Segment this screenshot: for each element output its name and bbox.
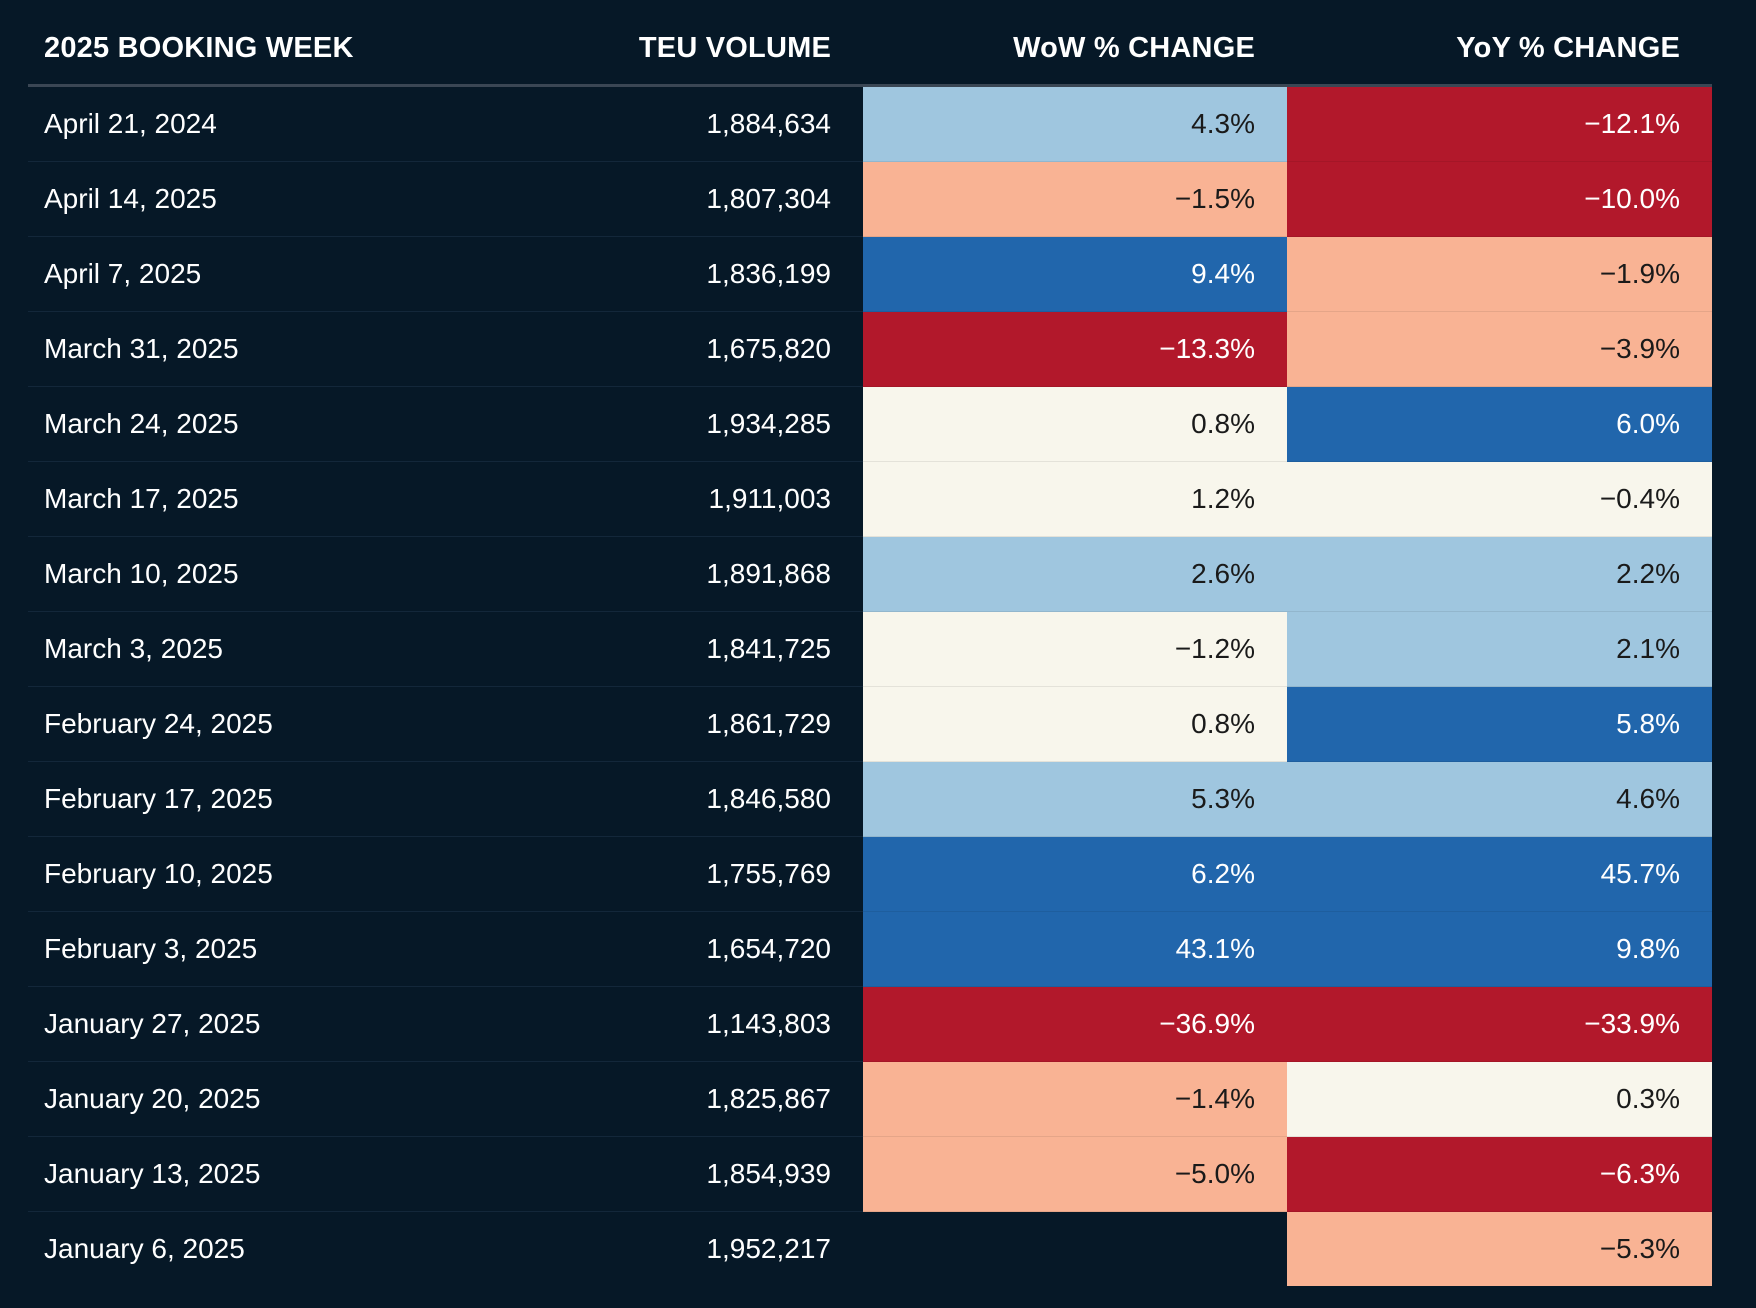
booking-week-cell: April 14, 2025 (28, 161, 518, 237)
table-row: April 7, 2025 1,836,199 9.4% −1.9% (28, 236, 1712, 312)
yoy-change-cell: −3.9% (1287, 311, 1712, 387)
table-row: February 10, 2025 1,755,769 6.2% 45.7% (28, 836, 1712, 912)
yoy-change-cell: −6.3% (1287, 1136, 1712, 1212)
booking-week-cell: February 3, 2025 (28, 911, 518, 987)
wow-change-cell: −36.9% (863, 986, 1287, 1062)
wow-change-cell: −5.0% (863, 1136, 1287, 1212)
booking-week-cell: March 31, 2025 (28, 311, 518, 387)
table-row: February 17, 2025 1,846,580 5.3% 4.6% (28, 761, 1712, 837)
teu-volume-cell: 1,143,803 (518, 986, 863, 1062)
yoy-change-cell: −5.3% (1287, 1211, 1712, 1286)
wow-change-cell: 2.6% (863, 536, 1287, 612)
teu-volume-cell: 1,675,820 (518, 311, 863, 387)
booking-week-cell: January 13, 2025 (28, 1136, 518, 1212)
table-row: January 13, 2025 1,854,939 −5.0% −6.3% (28, 1136, 1712, 1212)
yoy-change-cell: −1.9% (1287, 236, 1712, 312)
yoy-change-cell: −10.0% (1287, 161, 1712, 237)
header-teu-volume[interactable]: TEU VOLUME (518, 12, 863, 87)
table-container: 2025 BOOKING WEEK TEU VOLUME WoW % CHANG… (28, 0, 1712, 1308)
yoy-change-cell: −33.9% (1287, 986, 1712, 1062)
table-row: March 24, 2025 1,934,285 0.8% 6.0% (28, 386, 1712, 462)
yoy-change-cell: −0.4% (1287, 461, 1712, 537)
wow-change-cell: −1.2% (863, 611, 1287, 687)
table-row: April 21, 2024 1,884,634 4.3% −12.1% (28, 85, 1712, 162)
booking-week-cell: February 24, 2025 (28, 686, 518, 762)
yoy-change-cell: 2.1% (1287, 611, 1712, 687)
booking-week-cell: January 6, 2025 (44, 1233, 245, 1264)
booking-week-cell: March 17, 2025 (28, 461, 518, 537)
yoy-change-cell: 0.3% (1287, 1061, 1712, 1137)
teu-volume-cell: 1,891,868 (518, 536, 863, 612)
teu-volume-cell: 1,755,769 (518, 836, 863, 912)
wow-change-cell: 6.2% (863, 836, 1287, 912)
teu-volume-cell: 1,854,939 (518, 1136, 863, 1212)
teu-volume-cell: 1,846,580 (518, 761, 863, 837)
wow-change-cell: 43.1% (863, 911, 1287, 987)
table-row: March 3, 2025 1,841,725 −1.2% 2.1% (28, 611, 1712, 687)
wow-change-cell: −1.4% (863, 1061, 1287, 1137)
yoy-change-cell: −12.1% (1287, 85, 1712, 162)
booking-week-cell: April 7, 2025 (28, 236, 518, 312)
teu-volume-cell: 1,952,217 (706, 1233, 831, 1264)
header-booking-week[interactable]: 2025 BOOKING WEEK (28, 12, 518, 87)
teu-volume-cell: 1,825,867 (518, 1061, 863, 1137)
teu-volume-cell: 1,807,304 (518, 161, 863, 237)
table-row: February 24, 2025 1,861,729 0.8% 5.8% (28, 686, 1712, 762)
table-row: January 27, 2025 1,143,803 −36.9% −33.9% (28, 986, 1712, 1062)
wow-change-cell: −1.5% (863, 161, 1287, 237)
table-row: January 6, 2025 1,952,217 −5.3% (28, 1211, 1712, 1287)
wow-change-cell: 1.2% (863, 461, 1287, 537)
table-row: March 31, 2025 1,675,820 −13.3% −3.9% (28, 311, 1712, 387)
header-row: 2025 BOOKING WEEK TEU VOLUME WoW % CHANG… (28, 12, 1712, 87)
wow-change-cell: 9.4% (863, 236, 1287, 312)
table-row: January 20, 2025 1,825,867 −1.4% 0.3% (28, 1061, 1712, 1137)
yoy-change-cell: 5.8% (1287, 686, 1712, 762)
header-yoy-change[interactable]: YoY % CHANGE (1287, 12, 1712, 87)
booking-week-cell: February 17, 2025 (28, 761, 518, 837)
booking-week-cell: April 21, 2024 (28, 85, 518, 162)
table-row: February 3, 2025 1,654,720 43.1% 9.8% (28, 911, 1712, 987)
table-row: March 10, 2025 1,891,868 2.6% 2.2% (28, 536, 1712, 612)
booking-week-cell: January 27, 2025 (28, 986, 518, 1062)
booking-week-cell: March 24, 2025 (28, 386, 518, 462)
wow-change-cell: 0.8% (863, 686, 1287, 762)
wow-change-cell: −13.3% (863, 311, 1287, 387)
table-body: April 21, 2024 1,884,634 4.3% −12.1% April 1… (28, 85, 1712, 1287)
table-row: March 17, 2025 1,911,003 1.2% −0.4% (28, 461, 1712, 537)
yoy-change-cell: 9.8% (1287, 911, 1712, 987)
booking-week-cell: January 20, 2025 (28, 1061, 518, 1137)
header-wow-change[interactable]: WoW % CHANGE (863, 12, 1287, 87)
teu-volume-cell: 1,841,725 (518, 611, 863, 687)
teu-volume-cell: 1,654,720 (518, 911, 863, 987)
teu-volume-cell: 1,934,285 (518, 386, 863, 462)
booking-week-cell: February 10, 2025 (28, 836, 518, 912)
wow-change-cell (863, 1212, 1287, 1287)
yoy-change-cell: 4.6% (1287, 761, 1712, 837)
yoy-change-cell: 2.2% (1287, 536, 1712, 612)
teu-volume-cell: 1,911,003 (518, 461, 863, 537)
wow-change-cell: 4.3% (863, 85, 1287, 162)
teu-volume-cell: 1,884,634 (518, 85, 863, 162)
wow-change-cell: 5.3% (863, 761, 1287, 837)
table-row: April 14, 2025 1,807,304 −1.5% −10.0% (28, 161, 1712, 237)
yoy-change-cell: 6.0% (1287, 386, 1712, 462)
booking-heatmap-table: 2025 BOOKING WEEK TEU VOLUME WoW % CHANG… (28, 12, 1712, 1286)
booking-week-cell: March 10, 2025 (28, 536, 518, 612)
booking-week-cell: March 3, 2025 (28, 611, 518, 687)
wow-change-cell: 0.8% (863, 386, 1287, 462)
teu-volume-cell: 1,861,729 (518, 686, 863, 762)
teu-volume-cell: 1,836,199 (518, 236, 863, 312)
yoy-change-cell: 45.7% (1287, 836, 1712, 912)
